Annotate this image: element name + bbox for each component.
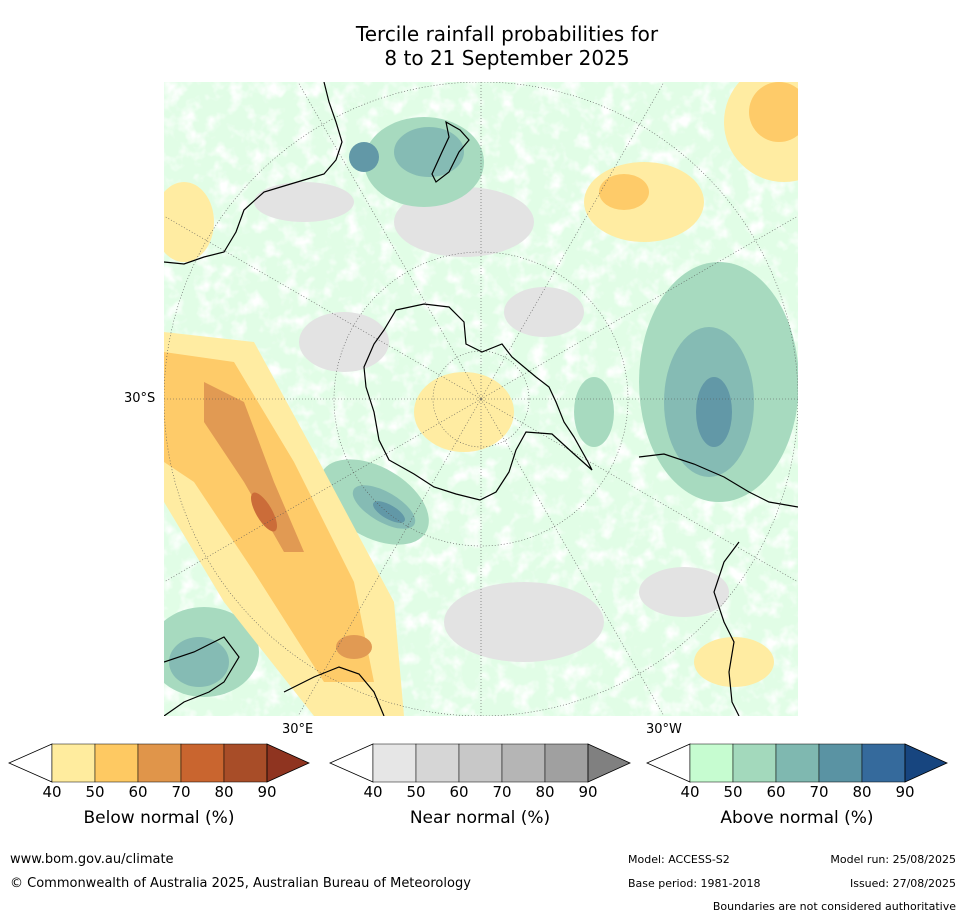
map-title: Tercile rainfall probabilities for 8 to … — [0, 22, 965, 70]
legend-swatch — [861, 743, 906, 783]
legend-swatch — [51, 743, 96, 783]
new-zealand-outline — [431, 120, 470, 183]
legend-swatch — [94, 743, 139, 783]
legend-swatch — [180, 743, 225, 783]
legend-near-tick-80: 80 — [535, 783, 555, 801]
legend-swatch-high-triangle — [266, 743, 310, 783]
legend-below-title: Below normal (%) — [83, 808, 235, 828]
legend-below-normal-swatches — [8, 743, 310, 783]
legend-swatch-low-triangle — [646, 743, 691, 783]
footer-base-period: Base period: 1981-2018 — [628, 877, 761, 890]
legend-below-normal — [8, 743, 310, 783]
lon-label-30e: 30°E — [282, 722, 314, 737]
legend-near-title: Near normal (%) — [409, 808, 551, 828]
legend-above-title: Above normal (%) — [720, 808, 874, 828]
legend-swatch-low-triangle — [8, 743, 53, 783]
map-svg — [164, 82, 798, 716]
lon-label-30w: 30°W — [646, 722, 682, 737]
africa-outline — [164, 636, 385, 716]
legend-swatch-low-triangle — [329, 743, 374, 783]
legend-above-tick-60: 60 — [766, 783, 786, 801]
legend-near-tick-90: 90 — [578, 783, 598, 801]
legend-above-tick-70: 70 — [809, 783, 829, 801]
legend-below-tick-80: 80 — [214, 783, 234, 801]
legend-below-tick-70: 70 — [171, 783, 191, 801]
legend-above-normal — [646, 743, 948, 783]
legend-near-normal — [329, 743, 631, 783]
footer-copyright: © Commonwealth of Australia 2025, Austra… — [10, 876, 471, 891]
legend-swatch — [458, 743, 503, 783]
legend-near-tick-50: 50 — [406, 783, 426, 801]
map-title-line2: 8 to 21 September 2025 — [384, 46, 630, 70]
legend-above-tick-80: 80 — [852, 783, 872, 801]
legend-swatch — [689, 743, 734, 783]
footer-model-run: Model run: 25/08/2025 — [830, 853, 956, 866]
legend-swatch — [732, 743, 777, 783]
legend-swatch — [372, 743, 417, 783]
coastlines — [164, 82, 798, 716]
legend-swatch — [415, 743, 460, 783]
legend-below-tick-90: 90 — [257, 783, 277, 801]
legend-above-normal-swatches — [646, 743, 948, 783]
footer-disclaimer: Boundaries are not considered authoritat… — [712, 900, 956, 913]
graticule — [164, 82, 798, 716]
legend-above-tick-40: 40 — [680, 783, 700, 801]
legend-swatch — [818, 743, 863, 783]
footer-website: www.bom.gov.au/climate — [10, 852, 174, 867]
antarctica-outline — [363, 303, 593, 501]
legend-above-tick-50: 50 — [723, 783, 743, 801]
legend-below-tick-50: 50 — [85, 783, 105, 801]
south-america-outline — [638, 453, 798, 716]
rainfall-probability-map — [164, 82, 798, 716]
legend-swatch — [137, 743, 182, 783]
footer-model: Model: ACCESS-S2 — [628, 853, 730, 866]
legend-near-normal-swatches — [329, 743, 631, 783]
footer-issued: Issued: 27/08/2025 — [849, 877, 956, 890]
legend-swatch-high-triangle — [587, 743, 631, 783]
legend-swatch — [501, 743, 546, 783]
legend-swatch — [223, 743, 268, 783]
lat-label-30s: 30°S — [124, 391, 156, 406]
legend-near-tick-70: 70 — [492, 783, 512, 801]
australia-outline — [164, 82, 343, 265]
legend-below-tick-40: 40 — [42, 783, 62, 801]
legend-swatch-high-triangle — [904, 743, 948, 783]
map-title-line1: Tercile rainfall probabilities for — [355, 22, 659, 46]
legend-near-tick-40: 40 — [363, 783, 383, 801]
legend-above-tick-90: 90 — [895, 783, 915, 801]
legend-swatch — [775, 743, 820, 783]
legend-below-tick-60: 60 — [128, 783, 148, 801]
legend-swatch — [544, 743, 589, 783]
legend-near-tick-60: 60 — [449, 783, 469, 801]
